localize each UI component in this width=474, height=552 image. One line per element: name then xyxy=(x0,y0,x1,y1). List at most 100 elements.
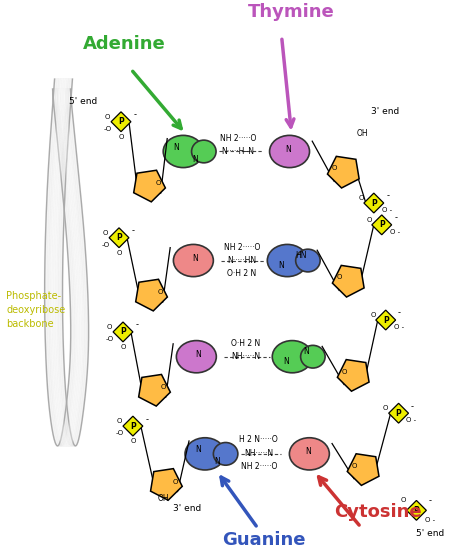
Text: O: O xyxy=(383,405,388,411)
Polygon shape xyxy=(337,359,369,391)
Polygon shape xyxy=(372,215,392,235)
Text: O: O xyxy=(116,250,122,256)
Text: O: O xyxy=(370,312,375,318)
Text: N: N xyxy=(279,261,284,270)
Text: N·····HN: N·····HN xyxy=(228,256,256,265)
Text: -: - xyxy=(133,110,137,119)
Text: O -: O - xyxy=(425,517,436,523)
Polygon shape xyxy=(123,416,143,436)
Text: N: N xyxy=(173,143,179,152)
Text: O·H 2 N: O·H 2 N xyxy=(231,339,261,348)
Text: 5' end: 5' end xyxy=(70,97,98,107)
Polygon shape xyxy=(407,501,426,521)
Text: NH·····N: NH·····N xyxy=(231,352,261,361)
Text: 5' end: 5' end xyxy=(417,529,445,538)
Ellipse shape xyxy=(213,443,238,465)
Polygon shape xyxy=(113,322,133,342)
Text: N: N xyxy=(284,357,290,366)
Text: O: O xyxy=(102,230,108,236)
Text: Guanine: Guanine xyxy=(222,531,306,549)
Text: O: O xyxy=(120,344,126,350)
Text: NH·····N: NH·····N xyxy=(244,449,273,458)
Text: O: O xyxy=(116,418,122,424)
Text: P: P xyxy=(130,422,136,431)
Text: 3' end: 3' end xyxy=(173,504,201,513)
Text: O -: O - xyxy=(393,324,404,330)
Text: O: O xyxy=(366,217,372,223)
Polygon shape xyxy=(151,469,182,500)
Text: -: - xyxy=(146,415,148,423)
Polygon shape xyxy=(109,228,129,248)
Polygon shape xyxy=(139,374,170,406)
Text: N: N xyxy=(195,350,201,359)
Text: -O: -O xyxy=(104,126,112,132)
Text: N: N xyxy=(192,254,198,263)
Ellipse shape xyxy=(176,341,216,373)
Ellipse shape xyxy=(185,438,225,470)
Text: O·H 2 N: O·H 2 N xyxy=(228,269,256,278)
Text: O -: O - xyxy=(406,417,417,423)
Text: -O: -O xyxy=(102,242,110,248)
Text: O: O xyxy=(401,497,406,503)
Text: OH: OH xyxy=(158,494,169,503)
Text: -: - xyxy=(429,496,432,505)
Polygon shape xyxy=(347,454,379,485)
Text: P: P xyxy=(116,233,122,242)
Text: P: P xyxy=(379,220,384,229)
Polygon shape xyxy=(389,404,409,423)
Ellipse shape xyxy=(267,245,307,277)
Text: O: O xyxy=(118,134,124,140)
Text: O: O xyxy=(156,180,161,186)
Text: N: N xyxy=(214,457,220,466)
Text: O: O xyxy=(161,384,166,390)
Text: -: - xyxy=(131,226,135,235)
Text: O: O xyxy=(341,369,347,375)
Text: N: N xyxy=(195,445,201,454)
Text: HN: HN xyxy=(295,251,307,260)
Text: O: O xyxy=(158,289,164,295)
Text: O: O xyxy=(173,479,178,485)
Text: -: - xyxy=(398,309,401,317)
Text: OH: OH xyxy=(357,129,369,138)
Polygon shape xyxy=(328,156,359,188)
Polygon shape xyxy=(376,310,396,330)
Ellipse shape xyxy=(301,346,325,368)
Text: P: P xyxy=(413,506,419,515)
Text: P: P xyxy=(120,327,126,336)
Text: Cytosine: Cytosine xyxy=(334,503,422,521)
Polygon shape xyxy=(134,170,165,202)
Ellipse shape xyxy=(270,135,310,168)
Text: Thymine: Thymine xyxy=(248,3,335,20)
Text: N: N xyxy=(192,155,198,164)
Text: P: P xyxy=(118,117,124,126)
Text: -: - xyxy=(394,214,397,222)
Text: NH 2·····O: NH 2·····O xyxy=(224,243,260,252)
Ellipse shape xyxy=(163,135,203,168)
Text: P: P xyxy=(383,316,389,325)
Ellipse shape xyxy=(191,140,216,163)
Text: O: O xyxy=(351,463,356,469)
Text: N: N xyxy=(305,447,311,457)
Text: NH 2·····O: NH 2·····O xyxy=(241,462,277,471)
Text: Adenine: Adenine xyxy=(83,35,166,54)
Text: N: N xyxy=(303,347,309,356)
Text: O: O xyxy=(104,114,110,120)
Text: O: O xyxy=(358,195,364,201)
Text: O: O xyxy=(331,166,337,171)
Ellipse shape xyxy=(272,341,312,373)
Text: -: - xyxy=(411,402,414,411)
Text: O: O xyxy=(107,324,112,330)
Text: 3' end: 3' end xyxy=(371,107,399,116)
Text: O: O xyxy=(337,274,342,280)
Text: P: P xyxy=(396,408,401,418)
Text: O -: O - xyxy=(382,207,392,213)
Polygon shape xyxy=(332,266,364,297)
Polygon shape xyxy=(111,112,131,132)
Text: N·····H–N: N·····H–N xyxy=(221,147,255,156)
Polygon shape xyxy=(136,279,167,311)
Text: H 2 N·····O: H 2 N·····O xyxy=(239,436,278,444)
Text: Phosphate-
deoxyribose
backbone: Phosphate- deoxyribose backbone xyxy=(6,291,65,329)
Text: -: - xyxy=(136,321,138,330)
Text: O: O xyxy=(130,438,136,444)
Text: -O: -O xyxy=(116,430,124,436)
